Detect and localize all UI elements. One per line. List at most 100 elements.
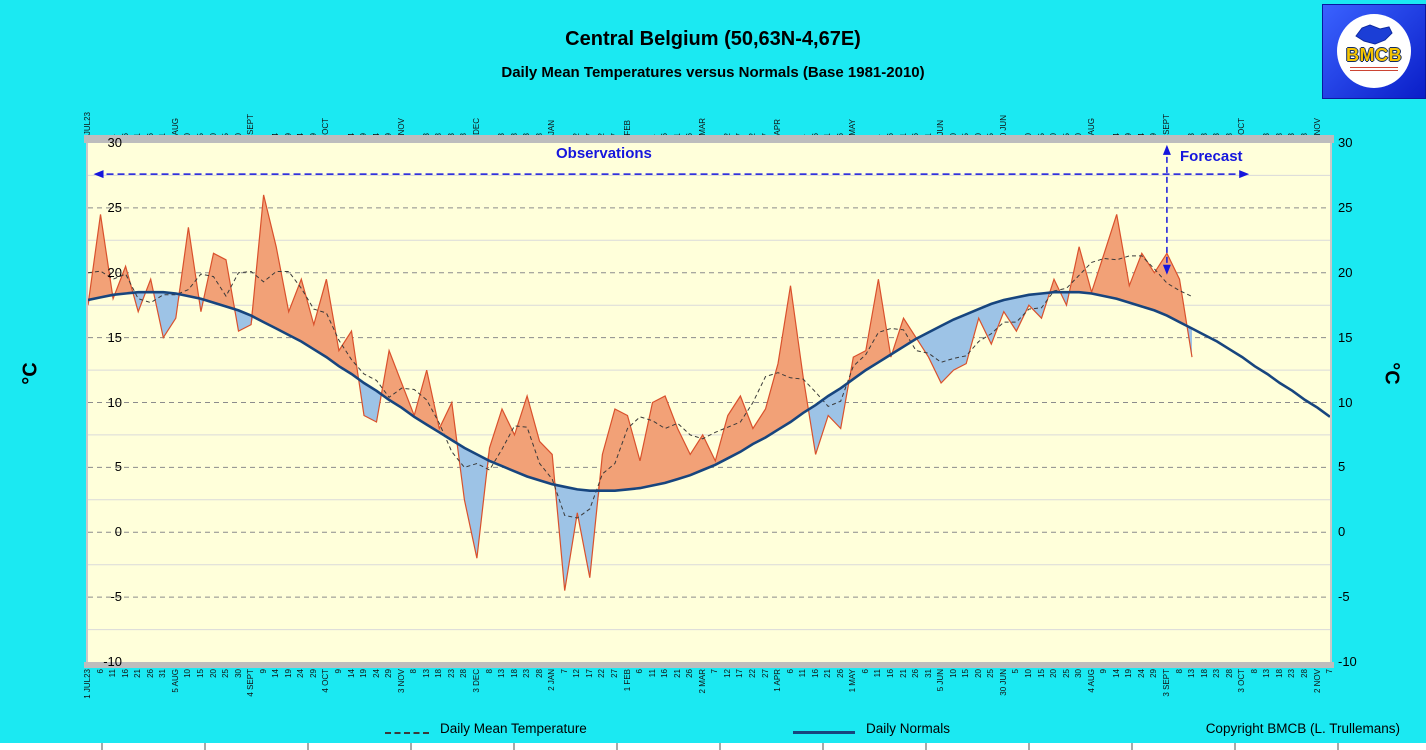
x-tick-label: 23 [446, 669, 456, 678]
x-tick-label: 18 [509, 669, 519, 678]
y-tick-label: 15 [1338, 330, 1353, 345]
x-tick-label: 13 [1187, 669, 1196, 678]
x-tick-label: 18 [1199, 669, 1209, 678]
x-tick-label: 20 [1049, 669, 1058, 678]
x-tick-label: 21 [133, 669, 143, 678]
y-tick-label: 20 [1338, 265, 1353, 280]
x-tick-label: 20 [973, 669, 983, 678]
x-tick-label: 19 [283, 669, 293, 678]
x-tick-label: 4 AUG [1086, 669, 1096, 693]
x-tick-label: 7 [559, 669, 569, 674]
x-tick-label: 20 [208, 669, 218, 678]
y-tick-label: -10 [103, 654, 122, 669]
x-tick-label: 10 [948, 669, 958, 678]
x-tick-label: 3 OCT [1237, 669, 1247, 693]
x-tick-label: 14 [1111, 669, 1121, 678]
y-axis-left: -10 -5 0 5 10 15 20 25 30 [42, 0, 122, 750]
x-tick-label: 7 [1325, 669, 1334, 674]
x-tick-label: 3 NOV [396, 669, 406, 694]
legend-mean-label: Daily Mean Temperature [440, 721, 587, 736]
x-tick-label: 6 [860, 669, 870, 674]
x-tick-label: 2 JAN [547, 669, 557, 691]
x-tick-label: 4 SEPT [246, 669, 256, 697]
x-tick-label: 23 [522, 669, 532, 678]
x-tick-label: 5 [1011, 669, 1021, 674]
bmcb-logo-text: BMCB [1346, 45, 1402, 65]
forecast-annotation: Forecast [1180, 148, 1243, 165]
x-tick-label: 1 MAY [848, 669, 858, 693]
x-tick-label: 8 [1249, 669, 1259, 674]
x-tick-label: 10 [183, 669, 193, 678]
x-tick-label: 5 JUN [936, 669, 946, 692]
x-tick-label: 16 [660, 669, 670, 678]
legend-normals-label: Daily Normals [866, 721, 951, 736]
y-axis-right: -10 -5 0 5 10 15 20 25 30 [1338, 0, 1378, 750]
x-tick-label: 11 [873, 669, 883, 678]
x-tick-label: 24 [296, 669, 306, 678]
x-tick-label: 22 [597, 669, 607, 678]
x-tick-label: 8 [1174, 669, 1184, 674]
x-tick-label: 28 [1224, 669, 1234, 678]
x-tick-label: 29 [1149, 669, 1159, 678]
x-tick-label: 11 [798, 669, 808, 678]
x-tick-label: 17 [735, 669, 745, 678]
x-tick-label: 28 [534, 669, 544, 678]
x-tick-label: 1 JUL23 [83, 669, 92, 699]
x-tick-label: 30 [233, 669, 243, 678]
y-tick-label: 25 [1338, 200, 1353, 215]
x-tick-label: 25 [221, 669, 230, 678]
x-tick-label: 31 [923, 669, 933, 678]
x-tick-label: 2 NOV [1312, 669, 1322, 694]
y-tick-label: -5 [1338, 589, 1350, 604]
x-tick-label: 26 [835, 669, 845, 678]
x-tick-label: 9 [333, 669, 343, 674]
x-tick-label: 29 [384, 669, 394, 678]
x-tick-label: 2 MAR [697, 669, 707, 694]
bmcb-logo-subtext [1350, 67, 1398, 71]
y-tick-label: 10 [1338, 395, 1353, 410]
x-tick-label: 26 [145, 669, 155, 678]
x-tick-label: 1 FEB [622, 669, 632, 692]
y-tick-label: 20 [107, 265, 122, 280]
x-tick-label: 1 APR [773, 669, 782, 692]
x-tick-label: 15 [195, 669, 205, 678]
x-tick-label: 24 [371, 669, 381, 678]
y-tick-label: 10 [107, 395, 122, 410]
x-tick-label: 7 [710, 669, 720, 674]
x-tick-label: 26 [685, 669, 695, 678]
y-tick-label: 30 [107, 135, 122, 150]
y-tick-label: 25 [107, 200, 122, 215]
y-tick-label: -5 [110, 589, 122, 604]
x-tick-label: 15 [961, 669, 971, 678]
y-tick-label: -10 [1338, 654, 1357, 669]
x-tick-label: 27 [609, 669, 619, 678]
x-tick-label: 21 [672, 669, 682, 678]
x-tick-label: 25 [1061, 669, 1071, 678]
x-tick-label: 21 [898, 669, 908, 678]
legend-mean-line-sample [385, 732, 429, 734]
x-tick-label: 3 DEC [471, 669, 481, 693]
x-tick-label: 31 [158, 669, 168, 678]
x-tick-label: 8 [484, 669, 494, 674]
page-title: Central Belgium (50,63N-4,67E) [565, 28, 861, 50]
page-subtitle: Daily Mean Temperatures versus Normals (… [501, 64, 925, 81]
observations-annotation: Observations [556, 145, 652, 162]
x-tick-label: 16 [810, 669, 820, 678]
x-tick-label: 14 [346, 669, 356, 678]
x-tick-label: 19 [359, 669, 368, 678]
x-tick-label: 29 [308, 669, 318, 678]
y-tick-label: 15 [107, 330, 122, 345]
legend-normals-line-sample [793, 731, 855, 734]
x-tick-label: 27 [760, 669, 770, 678]
x-tick-label: 10 [1023, 669, 1033, 678]
x-tick-label: 16 [885, 669, 895, 678]
plot-top-band [84, 135, 1334, 143]
x-tick-label: 26 [911, 669, 920, 678]
x-tick-label: 28 [459, 669, 469, 678]
x-tick-label: 4 OCT [321, 669, 331, 693]
x-tick-label: 9 [258, 669, 268, 674]
x-tick-label: 5 AUG [170, 669, 180, 693]
bottom-grid-strip [0, 743, 1426, 750]
x-tick-label: 13 [1262, 669, 1272, 678]
